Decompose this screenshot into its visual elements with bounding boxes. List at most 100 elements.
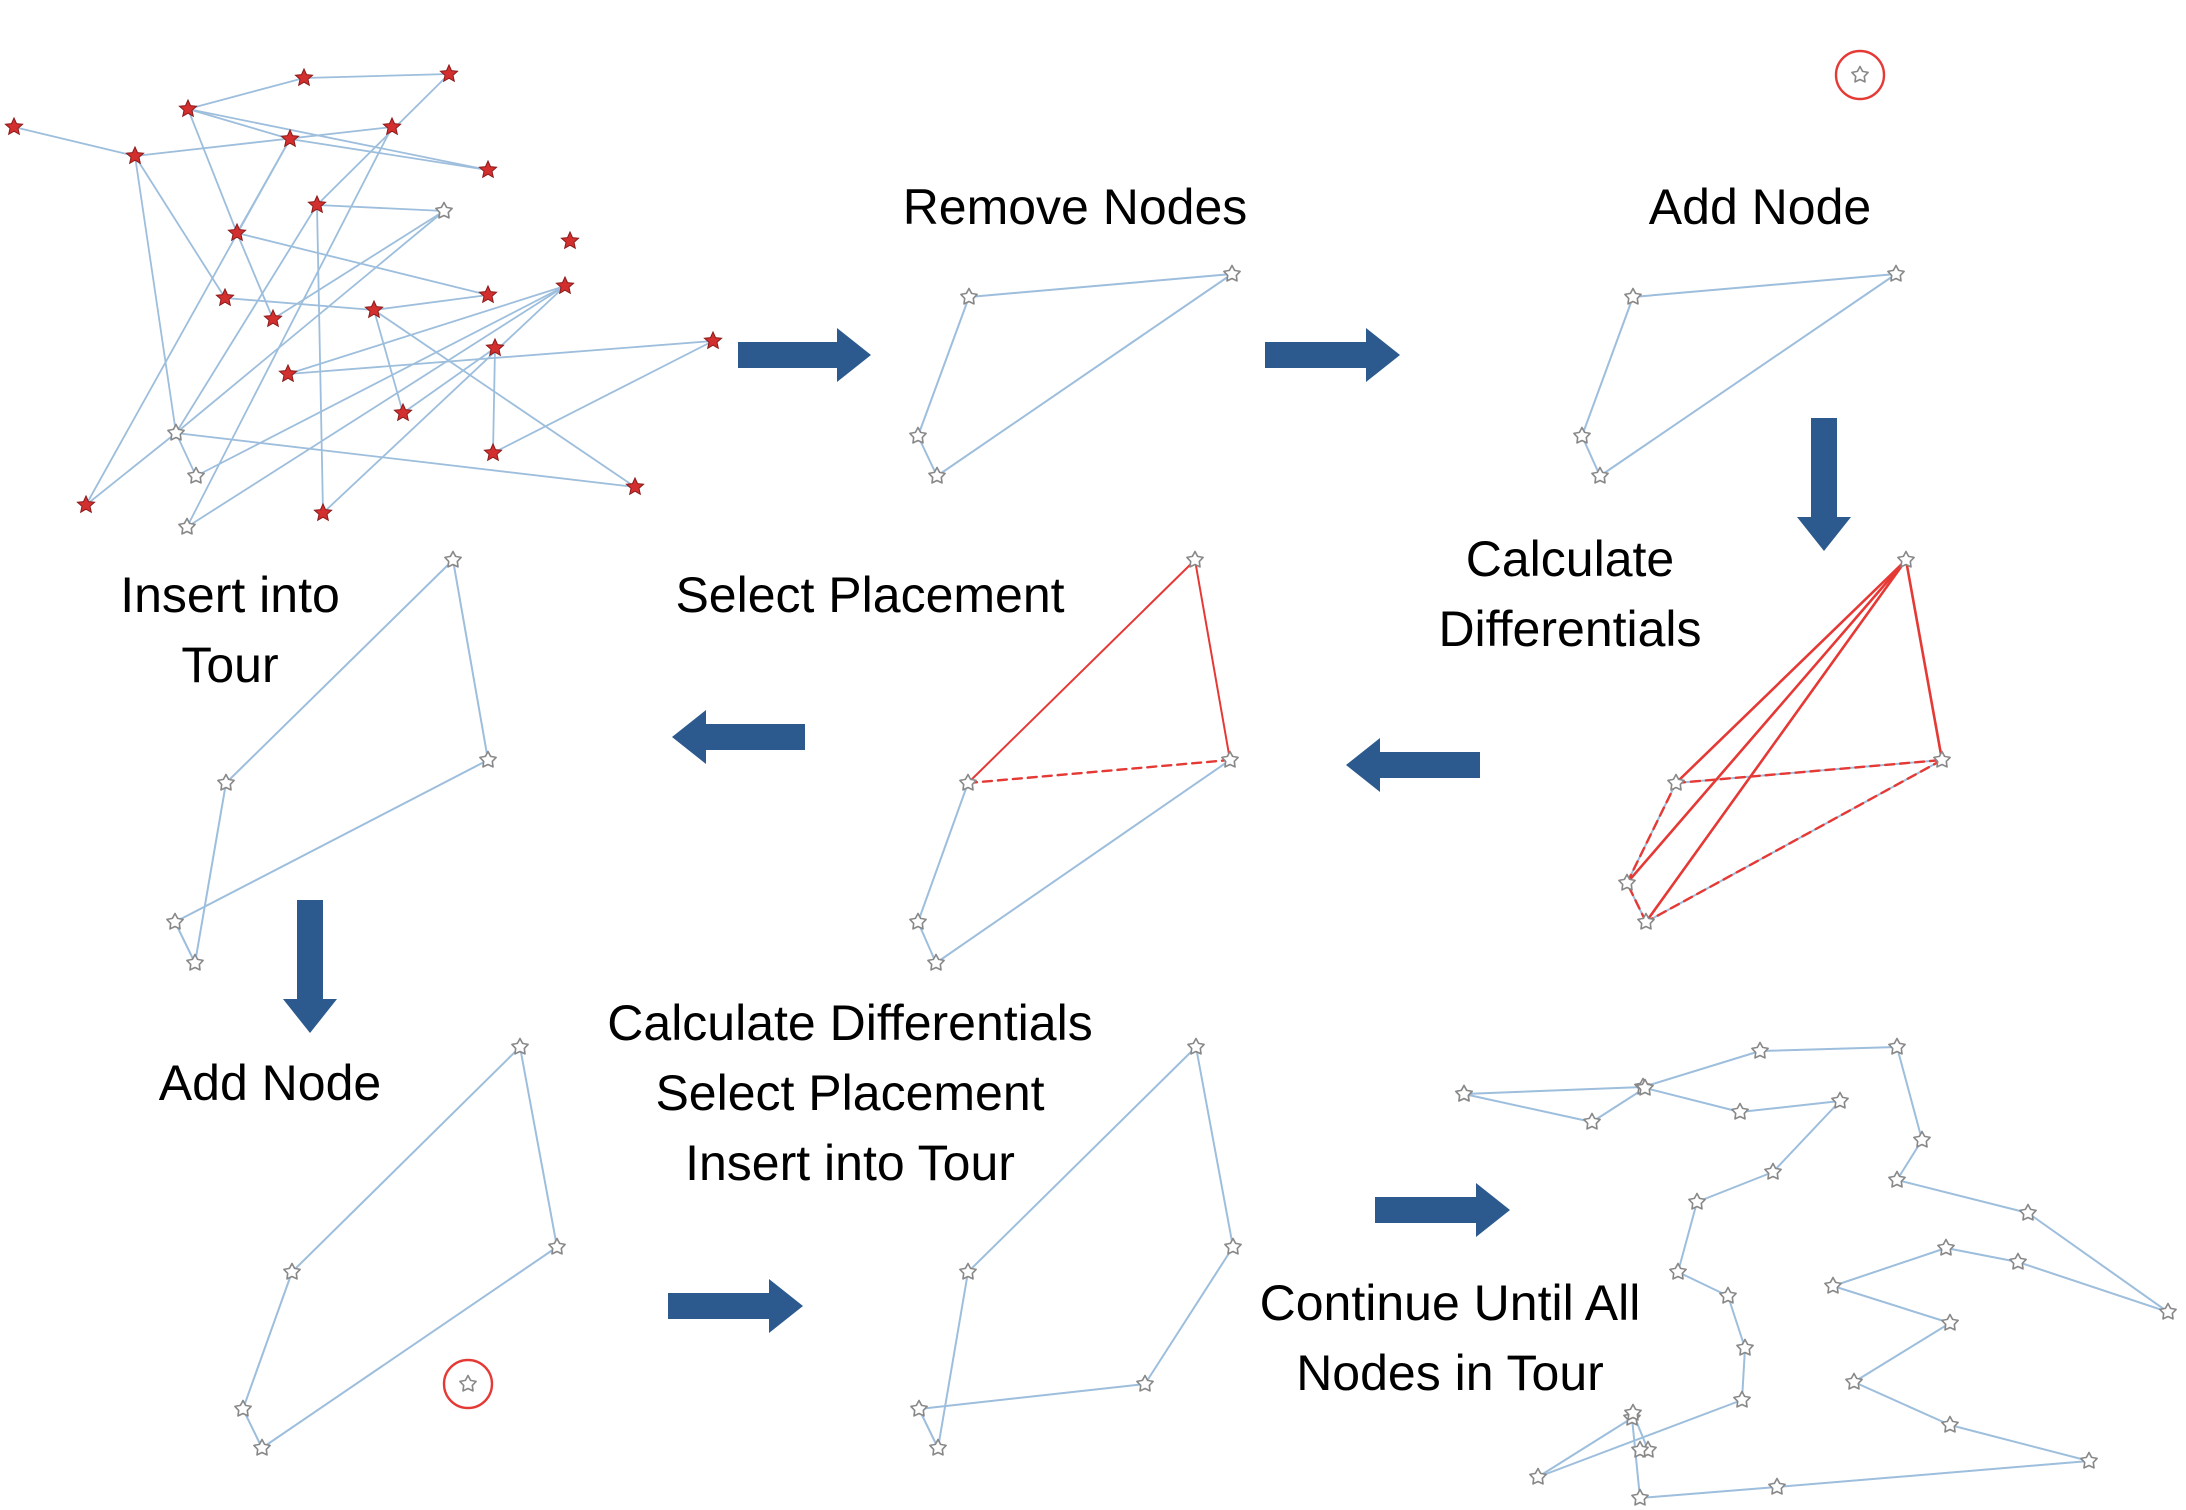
tour-node-star xyxy=(1913,1130,1931,1148)
removed-edge-dashed xyxy=(1625,781,1678,885)
tour-node-star xyxy=(1583,1112,1601,1130)
tour-edge xyxy=(1776,1460,2090,1488)
tour-edge xyxy=(918,1383,1146,1410)
tour-node-star xyxy=(1637,912,1655,930)
tour-node-star xyxy=(479,750,497,768)
label-select-placement: Select Placement xyxy=(675,567,1065,623)
tour-edge xyxy=(175,432,636,488)
label-insert-into-tour-line1: Insert into xyxy=(120,567,340,623)
tour-edge xyxy=(492,347,496,454)
tour-edge xyxy=(1739,1100,1841,1113)
tour-edge xyxy=(175,432,197,477)
tour-node-star xyxy=(435,201,453,219)
removed-node-star xyxy=(313,502,333,522)
removed-node-star xyxy=(263,308,283,328)
tour-node-star xyxy=(1851,65,1869,83)
label-steps-line2: Select Placement xyxy=(655,1065,1045,1121)
tour-edge xyxy=(1727,1295,1746,1349)
tour-node-star xyxy=(1824,1276,1842,1294)
new-node-circle xyxy=(1834,49,1886,101)
removed-node-star xyxy=(393,402,413,422)
removed-node-star xyxy=(555,275,575,295)
removed-node-star xyxy=(478,159,498,179)
tour-node-star xyxy=(234,1399,252,1417)
tour-edge xyxy=(291,1046,521,1273)
tour-node-star xyxy=(178,517,196,535)
tour-edge xyxy=(1896,1179,2029,1214)
tour-edge xyxy=(236,232,489,296)
tour-edge xyxy=(1463,1093,1593,1123)
tour-edge xyxy=(2017,1261,2169,1313)
removed-edge-dashed xyxy=(1674,758,1944,785)
tour-edge xyxy=(225,559,454,784)
tour-edge xyxy=(402,347,496,414)
tour-edge xyxy=(242,1271,293,1410)
tour-node-star xyxy=(511,1037,529,1055)
process-arrow xyxy=(1797,418,1851,551)
removed-node-star xyxy=(478,284,498,304)
panel-add-node-second xyxy=(234,1037,566,1456)
arrow-shape xyxy=(1346,738,1480,792)
tour-edge xyxy=(452,559,489,761)
tour-edge xyxy=(236,138,291,234)
process-arrow xyxy=(1375,1183,1510,1237)
panel-insert-into-tour xyxy=(166,550,497,971)
tour-edge xyxy=(272,210,445,320)
tour-edge xyxy=(1945,1247,2019,1263)
tour-node-star xyxy=(548,1237,566,1255)
removed-node-star xyxy=(307,194,327,214)
label-add-node-top: Add Node xyxy=(1648,179,1872,235)
tour-node-star xyxy=(909,912,927,930)
tour-node-star xyxy=(283,1262,301,1280)
panel-add-node xyxy=(1573,49,1905,484)
removed-node-star xyxy=(439,63,459,83)
tour-edge xyxy=(968,273,1233,298)
arrow-shape xyxy=(672,710,805,764)
tour-node-star xyxy=(1941,1313,1959,1331)
process-arrow xyxy=(668,1279,803,1333)
tour-node-star xyxy=(1221,750,1239,768)
tour-node-star xyxy=(1897,550,1915,568)
tour-edge xyxy=(175,204,318,434)
tour-edge xyxy=(1537,1399,1743,1478)
tour-node-star xyxy=(1768,1477,1786,1495)
tour-edge xyxy=(519,1046,558,1248)
label-remove-nodes: Remove Nodes xyxy=(902,179,1248,235)
label-steps-repeated: Calculate Differentials Select Placement… xyxy=(560,988,1140,1198)
tour-edge xyxy=(174,759,489,923)
arrow-shape xyxy=(668,1279,803,1333)
label-continue-line1: Continue Until All xyxy=(1259,1275,1641,1331)
tour-edge xyxy=(316,73,450,206)
tour-node-star xyxy=(166,912,184,930)
tour-node-star xyxy=(2019,1203,2037,1221)
tour-edge xyxy=(287,340,714,375)
label-insert-into-tour-line2: Tour xyxy=(181,637,279,693)
tour-edge xyxy=(917,921,937,964)
removed-node-star xyxy=(703,330,723,350)
removed-node-star xyxy=(364,299,384,319)
tour-node-star xyxy=(959,773,977,791)
selected-edge xyxy=(967,559,1196,784)
tour-edge xyxy=(1195,1046,1234,1248)
tour-node-star xyxy=(1624,287,1642,305)
tour-edge xyxy=(187,77,305,110)
tour-node-star xyxy=(186,953,204,971)
tour-edge xyxy=(175,210,445,434)
removed-node-star xyxy=(625,476,645,496)
panel-steps-repeated xyxy=(910,1037,1242,1456)
tour-node-star xyxy=(909,426,927,444)
tour-edge xyxy=(261,1246,558,1449)
tour-node-star xyxy=(1224,1237,1242,1255)
tour-node-star xyxy=(929,1438,947,1456)
tour-edge xyxy=(287,285,566,375)
candidate-edge xyxy=(1625,558,1908,885)
tour-edge xyxy=(1677,1201,1698,1273)
removed-node-star xyxy=(280,128,300,148)
candidate-edge xyxy=(1674,558,1908,785)
tour-node-star xyxy=(928,466,946,484)
label-calculate-differentials-line2: Differentials xyxy=(1438,601,1702,657)
tour-node-star xyxy=(1618,873,1636,891)
tour-edge xyxy=(1772,1100,1841,1173)
tour-edge xyxy=(1853,1381,1951,1426)
